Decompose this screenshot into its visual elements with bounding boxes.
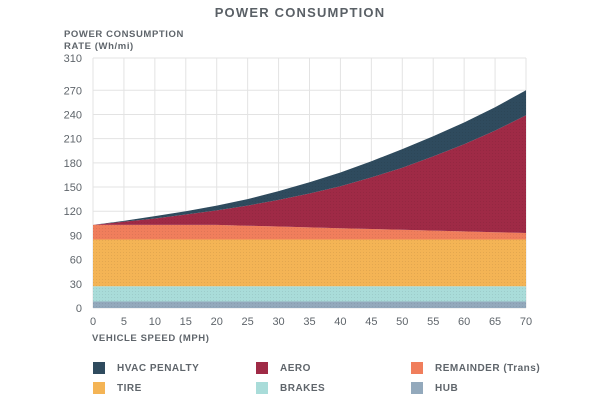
legend-item-hub: HUB [411, 381, 458, 395]
area-texture [93, 90, 526, 308]
legend-item-remainder-trans: REMAINDER (Trans) [411, 361, 540, 375]
y-tick-label: 90 [70, 230, 82, 242]
x-axis-label: VEHICLE SPEED (MPH) [92, 333, 210, 344]
x-tick-label: 0 [90, 316, 96, 328]
chart-plot: 0 30 60 90 120 150 180 210 240 270 310 0 5 10 15 20 25 3… [64, 53, 532, 328]
x-tick-label: 50 [396, 316, 408, 328]
legend-swatch-aero [256, 362, 268, 374]
area-texture-tire [93, 239, 526, 287]
x-tick-label: 65 [489, 316, 501, 328]
y-tick-label: 120 [64, 206, 82, 218]
y-tick-label: 60 [70, 255, 82, 267]
y-axis-ticks: 0 30 60 90 120 150 180 210 240 270 310 [64, 53, 82, 315]
legend-swatch-tire [93, 382, 105, 394]
x-tick-label: 25 [242, 316, 254, 328]
x-tick-label: 70 [520, 316, 532, 328]
legend-label-remainder-trans: REMAINDER (Trans) [435, 362, 541, 374]
y-tick-label: 210 [64, 134, 82, 146]
legend-swatch-remainder-trans [411, 362, 423, 374]
legend-swatch-hub [411, 382, 423, 394]
y-tick-label: 30 [70, 279, 82, 291]
x-tick-label: 10 [149, 316, 161, 328]
legend-label-tire: TIRE [117, 382, 142, 394]
legend-label-brakes: BRAKES [280, 382, 326, 394]
chart-title: POWER CONSUMPTION [214, 5, 386, 20]
x-axis-ticks: 0 5 10 15 20 25 30 35 40 45 50 55 60 65 70 [90, 316, 532, 328]
legend: HVAC PENALTY AERO REMAINDER (Trans) TIRE BRA… [0, 355, 600, 401]
y-axis-label-line-1: POWER CONSUMPTION [64, 29, 184, 40]
y-tick-label: 180 [64, 158, 82, 170]
x-tick-label: 40 [334, 316, 346, 328]
legend-item-hvac-penalty: HVAC PENALTY [93, 361, 199, 375]
x-tick-label: 20 [211, 316, 223, 328]
x-tick-label: 30 [272, 316, 284, 328]
legend-label-aero: AERO [280, 362, 311, 374]
legend-label-hvac-penalty: HVAC PENALTY [117, 362, 200, 374]
legend-swatch-brakes [256, 382, 268, 394]
y-tick-label: 270 [64, 85, 82, 97]
y-tick-label: 0 [76, 303, 82, 315]
y-tick-label: 240 [64, 109, 82, 121]
x-tick-label: 35 [303, 316, 315, 328]
y-axis-label-line-2: RATE (Wh/mi) [64, 41, 134, 52]
x-tick-label: 15 [180, 316, 192, 328]
x-tick-label: 60 [458, 316, 470, 328]
x-tick-label: 5 [121, 316, 127, 328]
area-texture-aero [93, 115, 526, 233]
area-texture-hub [93, 301, 526, 308]
legend-item-aero: AERO [256, 361, 311, 375]
y-tick-label: 310 [64, 53, 82, 65]
area-texture-brakes [93, 286, 526, 302]
y-tick-label: 150 [64, 182, 82, 194]
x-tick-label: 45 [365, 316, 377, 328]
legend-swatch-hvac-penalty [93, 362, 105, 374]
legend-item-tire: TIRE [93, 381, 142, 395]
x-tick-label: 55 [427, 316, 439, 328]
area-texture-remainder-trans [93, 224, 526, 240]
legend-item-brakes: BRAKES [256, 381, 325, 395]
legend-label-hub: HUB [435, 382, 459, 394]
